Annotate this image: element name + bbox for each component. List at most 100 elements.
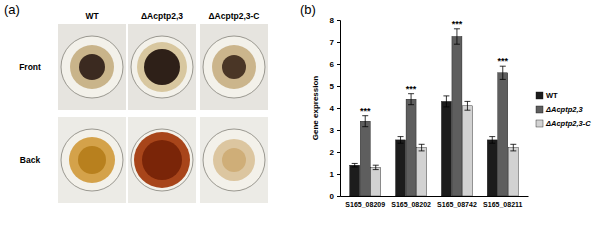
tick: S165_08211 [483, 201, 522, 208]
error-bar [464, 101, 470, 110]
error-cap [500, 79, 506, 80]
error-bar [352, 163, 358, 167]
legend-entry: WT [536, 91, 558, 100]
colony-center [222, 148, 246, 172]
photo-background [128, 117, 196, 203]
column-label: ΔAcptp2,3 [141, 11, 183, 21]
tick: S165_08209 [345, 201, 385, 208]
tick: 8 [330, 16, 340, 25]
bar [498, 73, 508, 196]
dish-photo [200, 117, 268, 203]
colony-center [78, 146, 106, 174]
colony-edge [213, 139, 255, 181]
tick-mark [337, 108, 340, 109]
error-cap [464, 110, 470, 111]
plot-area [350, 29, 519, 196]
error-cap [362, 126, 368, 127]
tick: 1 [330, 170, 340, 179]
axis-title: Gene expression [311, 76, 320, 141]
error-bar [500, 66, 506, 79]
figure: (a)WTΔAcptp2,3ΔAcptp2,3-CFrontBack(b)012… [0, 0, 600, 229]
error-bar [373, 165, 379, 169]
error-line [411, 94, 412, 105]
photo-background [128, 24, 196, 110]
error-cap [373, 169, 379, 170]
legend-swatch [536, 120, 543, 127]
significance: *** [360, 106, 371, 116]
error-line [492, 137, 493, 144]
tick-label: 8 [330, 16, 335, 25]
tick-label: 0 [330, 192, 335, 201]
significance: *** [452, 19, 463, 29]
error-bar [489, 137, 495, 144]
error-bar [362, 116, 368, 127]
dish-photo [128, 24, 196, 110]
tick: S165_08202 [391, 201, 431, 208]
bar [371, 167, 381, 196]
tick-label: S165_08209 [345, 201, 385, 208]
tick-mark [337, 196, 340, 197]
error-line [421, 144, 422, 151]
colony-edge [70, 45, 114, 89]
tick-label: S165_08202 [391, 201, 431, 208]
y-axis: 0 1 2 3 4 5 6 7 8 [330, 16, 341, 201]
error-cap [398, 143, 404, 144]
colony-edge [134, 132, 190, 188]
tick-mark [337, 86, 340, 87]
error-cap [510, 150, 516, 151]
error-cap [419, 150, 425, 151]
tick-mark [337, 20, 340, 21]
error-line [456, 29, 457, 44]
tick-mark [337, 174, 340, 175]
photo-background [200, 24, 268, 110]
error-cap [398, 136, 404, 137]
colony-center [144, 49, 180, 85]
legend-swatch [536, 106, 543, 113]
panel-a: (a)WTΔAcptp2,3ΔAcptp2,3-CFrontBack [4, 2, 268, 203]
legend-label: WT [546, 91, 558, 100]
error-line [502, 66, 503, 79]
error-line [365, 116, 366, 127]
colony-edge [137, 42, 187, 92]
tick-label: 7 [330, 38, 335, 47]
panel-label: (b) [300, 2, 316, 17]
error-line [513, 144, 514, 151]
tick-label: 3 [330, 126, 335, 135]
bar [350, 165, 360, 196]
dish-photo [58, 117, 126, 203]
error-line [446, 96, 447, 107]
error-line [400, 137, 401, 144]
column-label: WT [85, 11, 99, 21]
bar [396, 140, 406, 196]
bar [462, 106, 472, 196]
colony-center [142, 140, 182, 180]
dish-photo [128, 117, 196, 203]
petri-dish [203, 129, 265, 191]
tick-label: 5 [330, 82, 335, 91]
error-line [467, 101, 468, 110]
axis-line [341, 196, 529, 197]
tick: 0 [330, 192, 340, 201]
petri-dish [61, 129, 123, 191]
significance: *** [406, 84, 417, 94]
bar [452, 37, 462, 197]
tick-label: 2 [330, 148, 335, 157]
significance: *** [498, 56, 509, 66]
legend-label: ΔAcptp2,3-C [545, 119, 591, 128]
tick-mark [337, 152, 340, 153]
error-bar [419, 144, 425, 151]
error-bar [510, 144, 516, 151]
bar-series [371, 101, 519, 196]
error-cap [464, 101, 470, 102]
tick-label: 4 [330, 104, 335, 113]
bar-series [360, 29, 508, 196]
legend-swatch [536, 92, 543, 99]
petri-dish [203, 36, 265, 98]
colony-center [79, 54, 105, 80]
bar-series [350, 96, 498, 196]
tick-label: 6 [330, 60, 335, 69]
panel-label: (a) [4, 2, 20, 17]
colony-edge [212, 45, 256, 89]
tick-label: S165_08742 [437, 201, 477, 208]
petri-dish [61, 36, 123, 98]
